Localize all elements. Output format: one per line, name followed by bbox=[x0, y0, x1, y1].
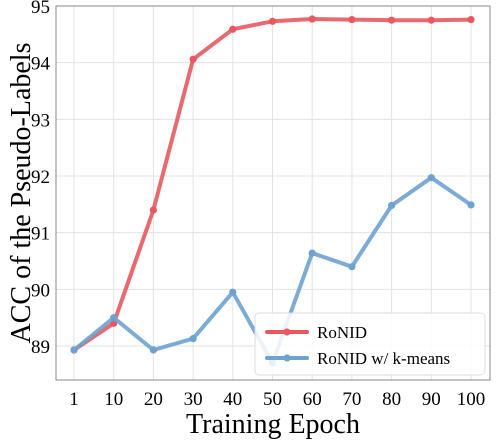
legend-label: RoNID bbox=[317, 323, 367, 342]
x-tick-label: 10 bbox=[104, 389, 123, 410]
x-tick-label: 40 bbox=[223, 389, 242, 410]
y-tick-label: 91 bbox=[31, 224, 50, 245]
data-point bbox=[268, 17, 277, 25]
data-point bbox=[388, 16, 396, 24]
data-point bbox=[388, 201, 396, 210]
x-tick-label: 1 bbox=[69, 389, 79, 410]
legend-label: RoNID w/ k-means bbox=[317, 349, 450, 368]
x-tick-label: 90 bbox=[422, 389, 441, 410]
data-point bbox=[110, 314, 118, 322]
data-point bbox=[467, 201, 475, 209]
data-point bbox=[427, 16, 435, 24]
data-point bbox=[149, 206, 157, 214]
x-tick-label: 20 bbox=[144, 389, 163, 410]
y-tick-label: 95 bbox=[31, 0, 50, 18]
data-point bbox=[149, 346, 157, 354]
data-point bbox=[70, 346, 78, 354]
legend-swatch-marker bbox=[283, 354, 291, 362]
y-tick-labels: 89 90 91 92 93 94 95 bbox=[31, 0, 51, 358]
legend: RoNID RoNID w/ k-means bbox=[254, 312, 486, 376]
y-tick-label: 94 bbox=[31, 54, 51, 75]
legend-item: RoNID bbox=[265, 323, 367, 342]
data-point bbox=[189, 55, 197, 63]
legend-item: RoNID w/ k-means bbox=[265, 349, 450, 368]
legend-box bbox=[254, 312, 486, 376]
legend-swatch-marker bbox=[283, 328, 291, 336]
y-axis-title: ACC of the Pseudo-Labels bbox=[6, 43, 37, 344]
x-tick-label: 60 bbox=[303, 389, 322, 410]
y-tick-label: 89 bbox=[31, 337, 50, 358]
plot-frame bbox=[55, 5, 491, 381]
data-point bbox=[229, 25, 237, 33]
x-tick-label: 80 bbox=[382, 389, 401, 410]
x-tick-label: 100 bbox=[457, 389, 486, 410]
x-axis-title: Training Epoch bbox=[186, 409, 360, 440]
data-point bbox=[348, 263, 356, 271]
data-point bbox=[467, 16, 475, 24]
x-tick-label: 50 bbox=[263, 389, 282, 410]
x-tick-label: 30 bbox=[184, 389, 203, 410]
data-point bbox=[308, 249, 316, 257]
y-tick-label: 93 bbox=[31, 110, 50, 131]
y-tick-label: 92 bbox=[31, 167, 50, 188]
data-point bbox=[189, 335, 197, 343]
data-point bbox=[348, 16, 356, 24]
x-tick-label: 70 bbox=[342, 389, 361, 410]
y-tick-label: 90 bbox=[31, 280, 50, 301]
data-point bbox=[229, 288, 237, 296]
data-point bbox=[427, 174, 435, 182]
x-tick-labels: 1 10 20 30 40 50 60 70 80 90 100 bbox=[69, 389, 485, 410]
data-point bbox=[308, 15, 316, 23]
